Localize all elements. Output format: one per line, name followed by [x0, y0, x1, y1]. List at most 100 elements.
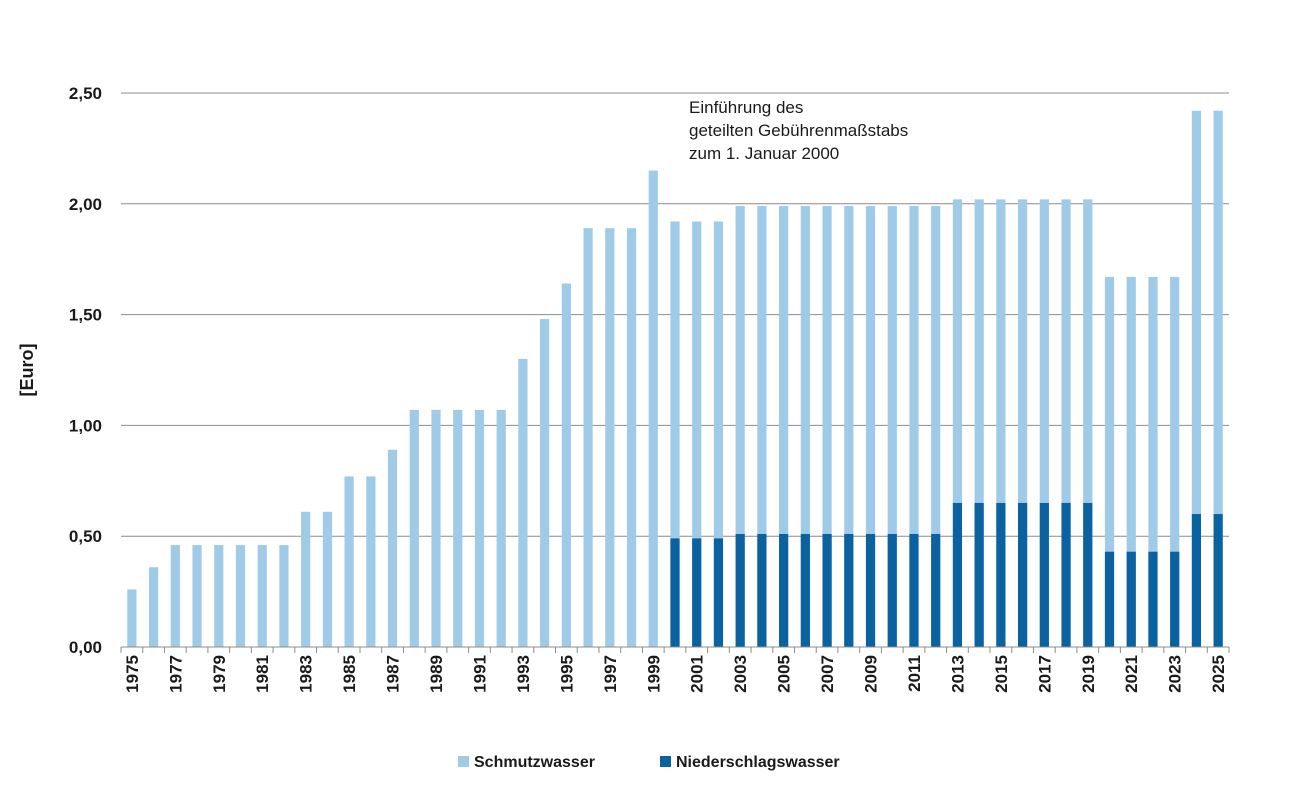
x-tick-label: 1975 — [123, 655, 142, 693]
bar-niederschlagswasser — [779, 533, 789, 647]
x-tick-label: 2007 — [818, 655, 837, 693]
bar-schmutzwasser — [757, 206, 767, 648]
bar-schmutzwasser — [301, 511, 311, 647]
x-tick-label: 2013 — [948, 655, 967, 693]
bar-schmutzwasser — [844, 206, 854, 648]
bar-niederschlagswasser — [1018, 502, 1028, 647]
bar-schmutzwasser — [648, 170, 658, 647]
legend-swatch-niederschlagswasser — [660, 756, 671, 767]
bar-niederschlagswasser — [844, 533, 854, 647]
y-tick-label: 1,00 — [69, 416, 102, 435]
bar-niederschlagswasser — [1039, 502, 1049, 647]
x-tick-label: 2021 — [1122, 655, 1141, 693]
bar-schmutzwasser — [453, 409, 463, 647]
bar-niederschlagswasser — [1083, 502, 1093, 647]
bar-schmutzwasser — [1191, 110, 1202, 647]
bar-schmutzwasser — [865, 206, 876, 648]
bar-schmutzwasser — [170, 545, 180, 647]
bar-schmutzwasser — [322, 511, 332, 647]
bar-schmutzwasser — [1213, 110, 1223, 647]
bar-schmutzwasser — [583, 228, 593, 647]
bar-schmutzwasser — [996, 199, 1006, 648]
bar-schmutzwasser — [605, 228, 615, 647]
bar-schmutzwasser — [713, 221, 724, 647]
x-tick-label: 1977 — [166, 655, 185, 693]
bar-niederschlagswasser — [670, 538, 680, 647]
bar-schmutzwasser — [626, 228, 637, 647]
y-tick-label: 0,50 — [69, 527, 102, 546]
bar-schmutzwasser — [409, 409, 419, 647]
bar-niederschlagswasser — [822, 533, 832, 647]
x-tick-label: 2005 — [775, 655, 794, 693]
bar-schmutzwasser — [692, 221, 702, 647]
bar-niederschlagswasser — [1126, 551, 1136, 647]
y-tick-label: 2,00 — [69, 195, 102, 214]
bar-niederschlagswasser — [887, 533, 897, 647]
x-tick-label: 1989 — [427, 655, 446, 693]
x-tick-label: 1979 — [210, 655, 229, 693]
bar-schmutzwasser — [257, 545, 267, 647]
y-axis-label: [Euro] — [17, 344, 37, 397]
x-tick-label: 2001 — [688, 655, 707, 693]
x-tick-label: 1999 — [644, 655, 663, 693]
annotation-text: geteilten Gebührenmaßstabs — [689, 121, 908, 140]
x-tick-label: 2025 — [1209, 655, 1228, 693]
x-tick-label: 1985 — [340, 655, 359, 693]
bar-schmutzwasser — [1170, 276, 1180, 647]
bar-schmutzwasser — [952, 199, 963, 648]
annotation-text: Einführung des — [689, 98, 803, 117]
bar-schmutzwasser — [887, 206, 897, 648]
bar-niederschlagswasser — [1170, 551, 1180, 647]
y-tick-label: 1,50 — [69, 306, 102, 325]
bar-schmutzwasser — [822, 206, 832, 648]
bar-schmutzwasser — [214, 545, 224, 647]
bar-schmutzwasser — [540, 319, 550, 647]
bar-schmutzwasser — [800, 206, 810, 648]
bar-schmutzwasser — [235, 545, 246, 647]
bar-schmutzwasser — [474, 409, 485, 647]
bar-niederschlagswasser — [800, 533, 810, 647]
bar-schmutzwasser — [518, 358, 528, 647]
bar-schmutzwasser — [931, 206, 941, 648]
bar-schmutzwasser — [192, 545, 202, 647]
bar-niederschlagswasser — [1213, 514, 1223, 647]
legend-label-schmutzwasser: Schmutzwasser — [474, 754, 595, 771]
annotation-text: zum 1. Januar 2000 — [689, 144, 839, 163]
x-tick-label: 2017 — [1035, 655, 1054, 693]
y-tick-label: 2,50 — [69, 84, 102, 103]
bar-schmutzwasser — [344, 476, 354, 647]
legend-swatch-schmutzwasser — [458, 756, 469, 767]
bar-schmutzwasser — [279, 545, 289, 647]
bar-schmutzwasser — [670, 221, 680, 647]
bar-niederschlagswasser — [713, 538, 724, 647]
bar-schmutzwasser — [779, 206, 789, 648]
bar-niederschlagswasser — [1061, 502, 1071, 647]
bar-schmutzwasser — [909, 206, 919, 648]
y-tick-label: 0,00 — [69, 638, 102, 657]
x-tick-label: 1981 — [253, 655, 272, 693]
bar-niederschlagswasser — [996, 502, 1006, 647]
x-tick-label: 2009 — [862, 655, 881, 693]
bar-schmutzwasser — [431, 409, 441, 647]
x-tick-label: 2023 — [1166, 655, 1185, 693]
x-tick-label: 2015 — [992, 655, 1011, 693]
bar-schmutzwasser — [735, 206, 745, 648]
bar-schmutzwasser — [148, 567, 159, 647]
bar-schmutzwasser — [1148, 276, 1158, 647]
bar-schmutzwasser — [496, 409, 506, 647]
bar-niederschlagswasser — [865, 533, 876, 647]
bar-schmutzwasser — [366, 476, 376, 647]
bar-niederschlagswasser — [1148, 551, 1158, 647]
x-tick-label: 1991 — [470, 655, 489, 693]
bar-schmutzwasser — [1061, 199, 1071, 648]
x-tick-label: 1997 — [601, 655, 620, 693]
x-tick-label: 1993 — [514, 655, 533, 693]
bar-schmutzwasser — [1104, 276, 1115, 647]
x-tick-label: 2003 — [731, 655, 750, 693]
x-tick-label: 2019 — [1079, 655, 1098, 693]
bar-niederschlagswasser — [692, 538, 702, 647]
bar-niederschlagswasser — [931, 533, 941, 647]
bar-schmutzwasser — [127, 589, 137, 647]
bar-schmutzwasser — [1039, 199, 1049, 648]
